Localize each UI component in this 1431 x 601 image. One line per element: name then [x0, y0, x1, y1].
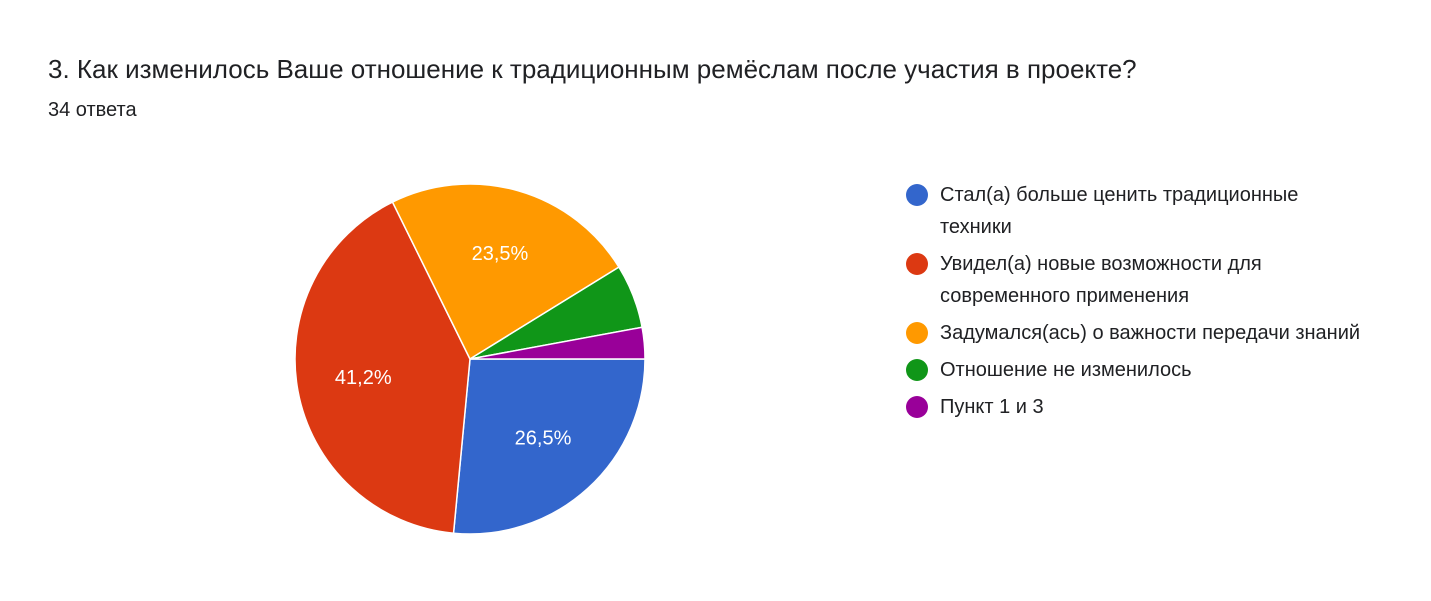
pie-slice — [452, 358, 646, 535]
legend: Стал(а) больше ценить традиционные техни… — [906, 179, 1376, 428]
legend-item: Пункт 1 и 3 — [906, 391, 1376, 423]
legend-label: Пункт 1 и 3 — [940, 396, 1044, 418]
legend-marker — [906, 322, 928, 344]
legend-label: Задумался(ась) о важности передачи знани… — [940, 322, 1361, 344]
pie-slice — [294, 201, 471, 535]
pie-slice — [469, 326, 646, 360]
legend-item: Задумался(ась) о важности передачи знани… — [906, 317, 1376, 349]
legend-item: Отношение не изменилось — [906, 354, 1376, 386]
data-label: 23,5% — [472, 243, 529, 265]
legend-marker — [906, 184, 928, 206]
legend-marker — [906, 359, 928, 381]
data-label: 26,5% — [515, 428, 572, 450]
legend-item: Увидел(а) новые возможности для современ… — [906, 248, 1376, 312]
legend-label: Отношение не изменилось — [940, 359, 1192, 381]
legend-label: Увидел(а) новые возможности для современ… — [940, 253, 1262, 307]
chart-title: 3. Как изменилось Ваше отношение к тради… — [48, 54, 1137, 84]
chart-subtitle: 34 ответа — [48, 99, 137, 121]
legend-item: Стал(а) больше ценить традиционные техни… — [906, 179, 1376, 243]
legend-marker — [906, 396, 928, 418]
pie-slice — [391, 183, 620, 361]
data-label: 41,2% — [335, 367, 392, 389]
legend-marker — [906, 253, 928, 275]
legend-label: Стал(а) больше ценить традиционные техни… — [940, 184, 1299, 238]
